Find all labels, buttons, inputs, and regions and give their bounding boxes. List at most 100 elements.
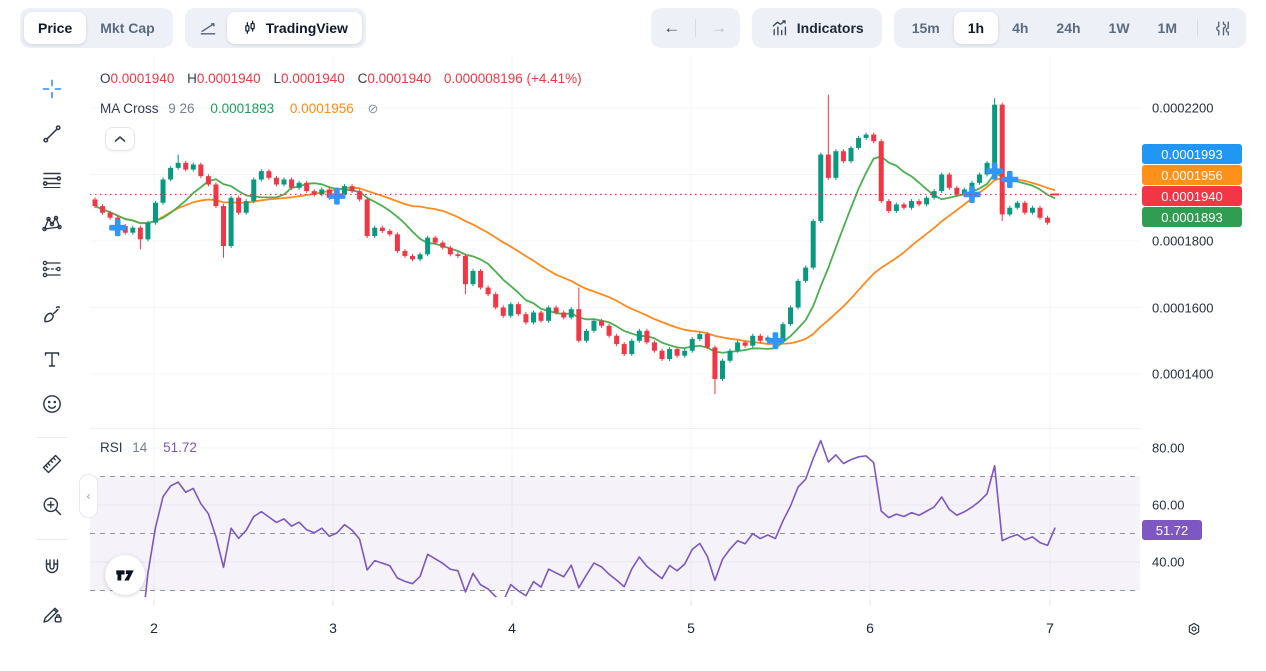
- candle: [447, 247, 453, 255]
- candle: [825, 154, 831, 178]
- chart-settings-gear-button[interactable]: [1180, 615, 1208, 643]
- candle: [780, 324, 786, 341]
- high-value: 0.0001940: [196, 71, 261, 86]
- brush-tool-button[interactable]: [34, 296, 70, 332]
- candle: [266, 171, 272, 178]
- candle: [591, 320, 597, 331]
- candle: [432, 237, 438, 243]
- crosshair-icon: [42, 79, 62, 99]
- candle: [818, 154, 824, 222]
- candle: [341, 186, 347, 195]
- timeframe-1m[interactable]: 1M: [1144, 12, 1191, 44]
- candle: [954, 187, 960, 195]
- candle: [606, 325, 612, 336]
- candle: [727, 350, 733, 361]
- magnet-tool-button[interactable]: [34, 550, 70, 586]
- candle: [372, 227, 378, 237]
- candle: [788, 307, 794, 325]
- candle: [1022, 202, 1028, 213]
- candle: [908, 201, 914, 208]
- candle: [508, 304, 514, 316]
- timeframe-1h[interactable]: 1h: [953, 12, 999, 44]
- candle: [296, 182, 302, 188]
- line-chart-button[interactable]: [189, 12, 227, 44]
- candle: [152, 202, 158, 223]
- candle: [273, 177, 279, 185]
- candle: [319, 189, 325, 195]
- candle: [243, 201, 249, 213]
- sidebar-collapse-tab[interactable]: ‹: [79, 474, 98, 518]
- timeframe-15m[interactable]: 15m: [898, 12, 954, 44]
- measure-tool-button[interactable]: [34, 446, 70, 482]
- price-tab[interactable]: Price: [24, 12, 87, 44]
- low-value: 0.0001940: [280, 71, 345, 86]
- candle: [674, 349, 680, 356]
- candle: [538, 312, 544, 321]
- zoom-in-tool-button[interactable]: [34, 488, 70, 524]
- change-value: 0.000008196 (+4.41%): [443, 71, 582, 86]
- candle: [198, 164, 204, 177]
- ma-cross-legend: MA Cross 9 26 0.0001893 0.0001956 ⊘: [100, 101, 378, 117]
- tradingview-logo[interactable]: [105, 555, 145, 595]
- candle: [379, 227, 385, 232]
- tradingview-logo-icon: [116, 570, 134, 581]
- indicators-label: Indicators: [796, 20, 864, 36]
- candle: [795, 280, 801, 308]
- timeframe-1w[interactable]: 1W: [1095, 12, 1144, 44]
- candle: [478, 270, 484, 288]
- position-tool-button[interactable]: [34, 251, 70, 287]
- long-position-icon: [42, 260, 61, 278]
- candle: [629, 340, 635, 355]
- mktcap-tab[interactable]: Mkt Cap: [86, 12, 168, 44]
- text-tool-button[interactable]: [34, 341, 70, 377]
- chart-settings-button[interactable]: [1204, 12, 1242, 44]
- candle: [863, 134, 869, 138]
- candle: [440, 242, 446, 248]
- ma-cross-label: MA Cross: [100, 101, 159, 116]
- candle: [462, 255, 468, 285]
- high-key: H: [187, 71, 197, 86]
- candle: [651, 342, 657, 351]
- timeframe-4h[interactable]: 4h: [998, 12, 1042, 44]
- tradingview-label: TradingView: [265, 20, 348, 36]
- candle: [221, 206, 227, 246]
- open-value: 0.0001940: [110, 71, 175, 86]
- line-chart-icon: [200, 23, 216, 35]
- crosshair-tool-button[interactable]: [34, 71, 70, 107]
- candle: [878, 141, 884, 202]
- indicators-button[interactable]: Indicators: [756, 12, 878, 44]
- candle: [130, 227, 136, 233]
- trend-line-tool-button[interactable]: [34, 116, 70, 152]
- timeframe-24h[interactable]: 24h: [1042, 12, 1094, 44]
- timeframe-group: 15m 1h 4h 24h 1W 1M: [893, 8, 1246, 48]
- nav-divider: [694, 19, 696, 37]
- ma-cross-params: 9 26: [168, 101, 195, 116]
- candle: [833, 151, 839, 178]
- rsi-value: 51.72: [163, 440, 197, 455]
- candle: [92, 199, 98, 207]
- hide-indicator-icon[interactable]: ⊘: [367, 101, 379, 116]
- candles-layer: [92, 94, 1060, 394]
- candle: [145, 222, 151, 240]
- indicators-icon: [772, 20, 786, 36]
- emoji-tool-button[interactable]: [34, 386, 70, 422]
- text-icon: [44, 352, 60, 367]
- pattern-tool-button[interactable]: [34, 206, 70, 242]
- open-key: O: [100, 71, 111, 86]
- fib-lines-tool-button[interactable]: [34, 161, 70, 197]
- tradingview-button[interactable]: TradingView: [226, 12, 362, 44]
- forward-arrow-icon: →: [710, 18, 728, 37]
- ruler-icon: [42, 454, 62, 474]
- candle: [394, 234, 400, 251]
- legend-collapse-button[interactable]: [105, 127, 135, 151]
- candle: [583, 330, 589, 341]
- candle: [856, 137, 862, 148]
- history-nav: ← →: [650, 8, 740, 48]
- candle: [977, 174, 983, 183]
- back-arrow-button[interactable]: ←: [655, 12, 689, 44]
- drawing-lock-tool-button[interactable]: [34, 596, 70, 632]
- forward-arrow-button[interactable]: →: [702, 12, 736, 44]
- candle: [357, 191, 363, 200]
- smiley-icon: [43, 395, 61, 413]
